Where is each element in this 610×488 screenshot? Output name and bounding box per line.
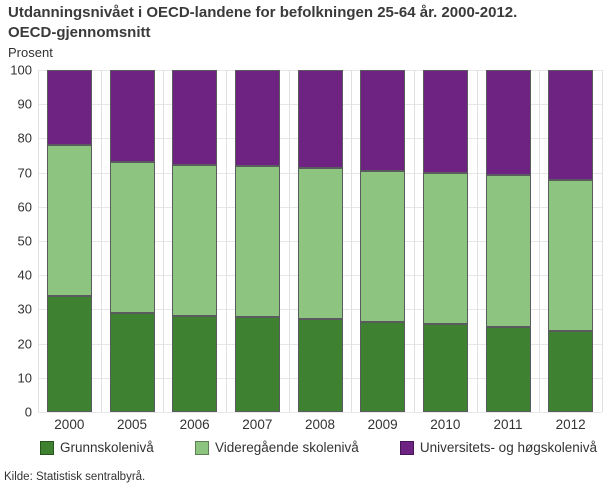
- x-axis-label: 2005: [116, 417, 147, 432]
- bar-segment: [422, 172, 468, 325]
- y-axis-label: 50: [17, 233, 32, 249]
- bar-segment: [234, 317, 280, 412]
- gridline-vertical: [476, 70, 478, 412]
- legend-item[interactable]: Videregående skolenivå: [194, 440, 359, 455]
- legend-swatch-icon: [194, 440, 209, 455]
- bar-segment: [109, 162, 155, 313]
- bar-segment: [172, 165, 218, 317]
- bar-segment: [485, 70, 531, 176]
- legend-label: Videregående skolenivå: [214, 440, 359, 455]
- chart-title-line-2: OECD-gjennomsnitt: [8, 23, 151, 41]
- bar-segment: [548, 70, 594, 180]
- bar-segment: [297, 70, 343, 168]
- gridline-vertical: [226, 70, 227, 412]
- y-axis-label: 20: [17, 336, 32, 352]
- x-axis-label: 2010: [430, 417, 461, 432]
- y-axis-label: 10: [17, 370, 32, 386]
- legend-item[interactable]: Universitets- og høgskolenivå: [399, 440, 597, 455]
- gridline-vertical: [100, 70, 102, 412]
- source-note: Kilde: Statistisk sentralbyrå.: [4, 471, 146, 483]
- y-axis-label: 90: [17, 96, 32, 112]
- bar-segment: [360, 170, 406, 323]
- bar-segment: [360, 70, 406, 171]
- chart-title: Utdanningsnivået i OECD-landene for befo…: [8, 3, 604, 43]
- legend-label: Grunnskolenivå: [60, 440, 154, 455]
- bar-segment: [485, 326, 531, 412]
- bar-segment: [360, 322, 406, 412]
- bar-segment: [485, 175, 531, 327]
- gridline-vertical: [602, 70, 603, 412]
- x-axis-label: 2011: [493, 417, 523, 432]
- x-axis-label: 2006: [179, 417, 210, 432]
- legend-swatch-icon: [399, 440, 414, 455]
- bar-segment: [46, 70, 92, 146]
- legend: Grunnskolenivå Videregående skolenivå Univ…: [40, 440, 597, 455]
- y-axis-label: 0: [24, 404, 32, 420]
- chart-title-line-1: Utdanningsnivået i OECD-landene for befo…: [8, 4, 518, 21]
- bar-segment: [172, 70, 218, 166]
- y-axis-title: Prosent: [8, 45, 53, 60]
- x-axis-label: 2008: [304, 417, 335, 432]
- bar-segment: [297, 167, 343, 320]
- bar-segment: [109, 312, 155, 412]
- bar-segment: [422, 70, 468, 173]
- bar-segment: [548, 179, 594, 331]
- y-axis-label: 70: [17, 165, 32, 181]
- gridline-horizontal: [38, 412, 602, 413]
- bar-segment: [172, 316, 218, 412]
- gridline-vertical: [163, 70, 165, 412]
- y-axis-label: 40: [17, 267, 32, 283]
- bar-segment: [548, 330, 594, 412]
- x-axis-label: 2009: [367, 417, 398, 432]
- y-axis-label: 100: [10, 62, 32, 78]
- bar-segment: [109, 70, 155, 163]
- x-axis-label: 2012: [555, 417, 586, 432]
- bar-segment: [46, 295, 92, 412]
- gridline-vertical: [539, 70, 541, 412]
- legend-swatch-icon: [40, 440, 54, 455]
- gridline-vertical: [414, 70, 415, 412]
- bar-segment: [234, 166, 280, 318]
- gridline-vertical: [38, 70, 39, 412]
- y-axis-label: 60: [17, 199, 32, 215]
- x-axis-label: 2007: [242, 417, 273, 432]
- plot-area: [38, 70, 603, 413]
- legend-label: Universitets- og høgskolenivå: [419, 440, 597, 455]
- gridline-vertical: [351, 70, 353, 412]
- y-axis-label: 30: [17, 301, 32, 317]
- bar-segment: [234, 70, 280, 167]
- gridline-vertical: [288, 70, 290, 412]
- bar-segment: [422, 324, 468, 412]
- bar-segment: [297, 319, 343, 412]
- bar-segment: [46, 145, 92, 296]
- legend-item[interactable]: Grunnskolenivå: [40, 440, 154, 455]
- x-axis-label: 2000: [54, 417, 85, 432]
- y-axis-label: 80: [17, 130, 32, 146]
